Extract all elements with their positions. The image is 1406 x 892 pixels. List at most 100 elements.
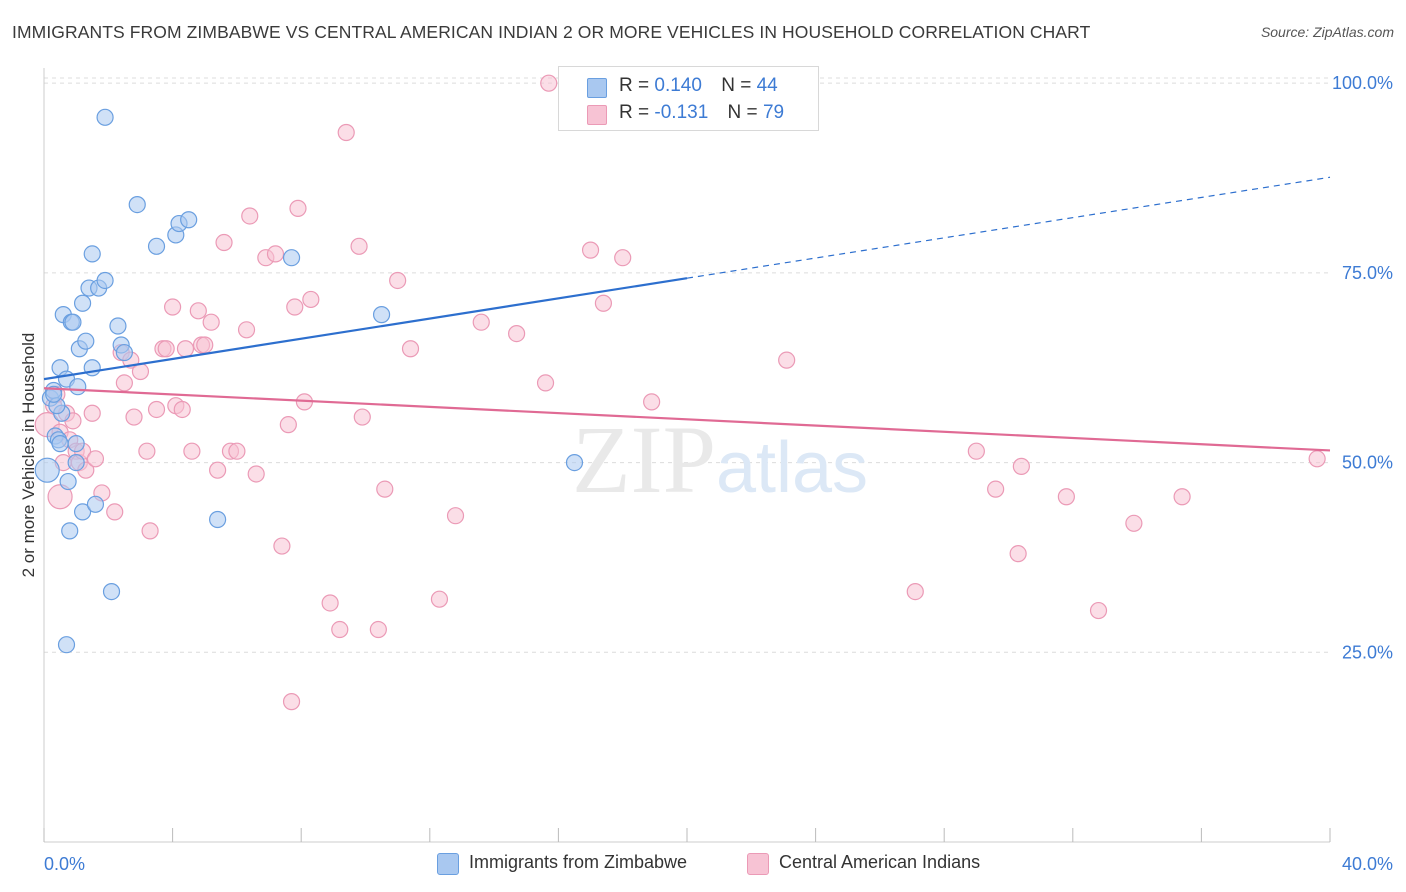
point-central-american-indian bbox=[86, 450, 105, 468]
point-central-american-indian bbox=[906, 582, 924, 601]
point-central-american-indian bbox=[228, 442, 246, 460]
point-central-american-indian bbox=[125, 408, 143, 426]
point-central-american-indian bbox=[1125, 514, 1143, 532]
point-central-american-indian bbox=[241, 207, 259, 225]
legend-n-value: 44 bbox=[756, 75, 778, 96]
point-central-american-indian bbox=[189, 302, 207, 320]
trend-line-central-american bbox=[43, 387, 1331, 452]
point-central-american-indian bbox=[115, 374, 133, 392]
point-zimbabwe bbox=[69, 378, 87, 396]
point-central-american-indian bbox=[987, 480, 1005, 498]
point-central-american-indian bbox=[289, 199, 307, 217]
chart-title: IMMIGRANTS FROM ZIMBABWE VS CENTRAL AMER… bbox=[12, 22, 1091, 42]
point-central-american-indian bbox=[302, 290, 320, 309]
x-tick-label: 40.0% bbox=[1342, 854, 1393, 874]
point-zimbabwe bbox=[57, 636, 76, 654]
bottom-legend-swatch-blue bbox=[437, 853, 459, 875]
point-central-american-indian bbox=[446, 507, 465, 525]
point-central-american-indian bbox=[1308, 450, 1326, 468]
y-tick-label: 25.0% bbox=[1342, 642, 1393, 662]
point-zimbabwe bbox=[372, 306, 391, 324]
point-central-american-indian bbox=[282, 693, 301, 711]
point-zimbabwe bbox=[115, 343, 133, 362]
tick-labels: 25.0% 50.0% 75.0% 100.0% 0.0% 40.0% bbox=[44, 73, 1393, 874]
point-central-american-indian bbox=[183, 442, 201, 460]
point-zimbabwe bbox=[73, 503, 92, 521]
point-central-american-indian bbox=[508, 324, 526, 343]
source-credit: Source: ZipAtlas.com bbox=[1260, 24, 1394, 40]
gridlines bbox=[44, 77, 1330, 653]
point-central-american-indian bbox=[237, 321, 256, 339]
point-central-american-indian bbox=[209, 461, 227, 479]
point-zimbabwe bbox=[102, 582, 121, 601]
point-central-american-indian bbox=[540, 74, 558, 92]
point-zimbabwe bbox=[180, 211, 198, 229]
point-central-american-indian bbox=[337, 123, 355, 142]
series-central-american-indians bbox=[34, 74, 1326, 711]
trend-lines bbox=[43, 176, 1331, 452]
series-immigrants-from-zimbabwe bbox=[34, 108, 584, 654]
legend-n-label: N = bbox=[721, 75, 752, 96]
legend-row-zimbabwe: R = 0.140 N = 44 bbox=[619, 75, 778, 97]
legend-swatch-pink bbox=[587, 105, 607, 125]
point-zimbabwe bbox=[67, 435, 85, 453]
point-central-american-indian bbox=[353, 408, 371, 426]
point-central-american-indian bbox=[1089, 601, 1108, 620]
point-zimbabwe bbox=[67, 453, 85, 472]
point-zimbabwe bbox=[128, 195, 146, 214]
bottom-legend-zimbabwe: Immigrants from Zimbabwe bbox=[469, 852, 688, 872]
point-central-american-indian bbox=[321, 594, 339, 612]
watermark: ZIPatlas bbox=[572, 406, 868, 513]
point-zimbabwe bbox=[109, 317, 127, 335]
legend-n-value: 79 bbox=[762, 102, 785, 123]
bottom-legend-central-american: Central American Indians bbox=[779, 852, 981, 872]
point-central-american-indian bbox=[967, 442, 985, 460]
point-central-american-indian bbox=[247, 465, 265, 483]
point-central-american-indian bbox=[176, 340, 195, 358]
point-zimbabwe bbox=[282, 249, 301, 267]
point-zimbabwe bbox=[209, 510, 227, 529]
point-zimbabwe bbox=[34, 457, 60, 483]
y-axis-label: 2 or more Vehicles in Household bbox=[19, 333, 38, 578]
point-zimbabwe bbox=[77, 332, 95, 350]
point-central-american-indian bbox=[594, 294, 613, 312]
point-central-american-indian bbox=[215, 233, 233, 252]
legend-r-label: R = bbox=[619, 102, 650, 123]
legend-row-central-american: R = -0.131 N = 79 bbox=[619, 102, 784, 124]
point-zimbabwe bbox=[96, 271, 114, 290]
legend-r-value: 0.140 bbox=[654, 75, 702, 96]
legend-r-label: R = bbox=[619, 75, 650, 96]
legend-r-value: -0.131 bbox=[654, 102, 709, 123]
point-zimbabwe bbox=[64, 313, 82, 331]
trend-line-zimbabwe bbox=[43, 277, 688, 381]
x-tick-label: 0.0% bbox=[44, 854, 85, 874]
point-zimbabwe bbox=[45, 385, 63, 403]
point-central-american-indian bbox=[164, 298, 182, 316]
point-central-american-indian bbox=[202, 313, 220, 331]
point-central-american-indian bbox=[536, 374, 555, 392]
point-central-american-indian bbox=[331, 620, 349, 639]
point-zimbabwe bbox=[565, 453, 584, 472]
point-central-american-indian bbox=[273, 537, 291, 555]
point-central-american-indian bbox=[1009, 545, 1027, 563]
point-central-american-indian bbox=[147, 400, 166, 419]
legend-n-label: N = bbox=[727, 102, 758, 123]
point-central-american-indian bbox=[279, 416, 297, 434]
point-zimbabwe bbox=[59, 472, 77, 491]
point-central-american-indian bbox=[1173, 488, 1191, 506]
point-central-american-indian bbox=[376, 480, 394, 498]
point-central-american-indian bbox=[286, 298, 304, 316]
point-central-american-indian bbox=[1057, 488, 1075, 506]
point-central-american-indian bbox=[472, 313, 490, 331]
point-zimbabwe bbox=[83, 245, 101, 263]
point-central-american-indian bbox=[157, 340, 175, 358]
trend-line-zimbabwe-projection bbox=[686, 176, 1331, 279]
point-central-american-indian bbox=[106, 503, 124, 521]
axes bbox=[43, 68, 1331, 843]
y-tick-label: 75.0% bbox=[1342, 263, 1393, 283]
bottom-legend-swatch-pink bbox=[747, 853, 769, 875]
point-central-american-indian bbox=[389, 271, 407, 290]
point-central-american-indian bbox=[350, 237, 368, 255]
point-central-american-indian bbox=[141, 522, 159, 540]
